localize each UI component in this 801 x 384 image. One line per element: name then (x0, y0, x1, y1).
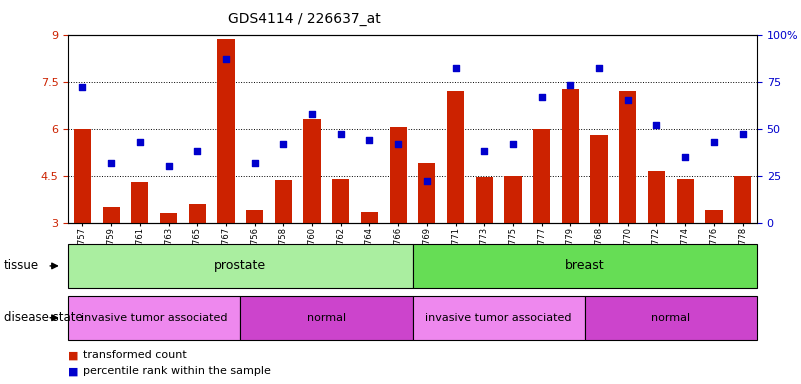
Point (105, 159, 118, 166)
Bar (275, 180, 292, 223)
Point (736, 131, 749, 137)
Text: normal: normal (307, 313, 346, 323)
Bar (505, 176, 521, 223)
Bar (332, 179, 349, 223)
Point (622, 98, 634, 104)
Point (650, 122, 663, 128)
Point (421, 178, 433, 184)
Bar (648, 171, 665, 223)
Bar (217, 39, 235, 223)
Text: ■: ■ (68, 366, 82, 376)
Text: tissue: tissue (4, 260, 39, 272)
Point (392, 141, 405, 147)
Bar (734, 176, 751, 223)
Bar (619, 91, 636, 223)
Text: prostate: prostate (214, 260, 267, 272)
Bar (476, 177, 493, 223)
Point (306, 111, 319, 117)
Bar (590, 135, 608, 223)
Point (564, 82, 577, 88)
Point (363, 137, 376, 143)
Bar (103, 207, 120, 223)
Point (248, 159, 261, 166)
Text: transformed count: transformed count (83, 350, 187, 360)
Point (478, 148, 491, 154)
Bar (677, 179, 694, 223)
Text: breast: breast (565, 260, 605, 272)
Bar (189, 204, 206, 223)
Bar (74, 129, 91, 223)
Text: normal: normal (651, 313, 690, 323)
Bar (246, 210, 264, 223)
Point (76, 84, 89, 90)
Text: percentile rank within the sample: percentile rank within the sample (83, 366, 271, 376)
Bar (705, 210, 723, 223)
Point (334, 131, 347, 137)
Point (506, 141, 519, 147)
Point (134, 139, 147, 145)
Text: disease state: disease state (4, 311, 83, 324)
Bar (562, 89, 579, 223)
Bar (360, 212, 378, 223)
Bar (389, 127, 407, 223)
Point (535, 94, 548, 100)
Text: invasive tumor associated: invasive tumor associated (81, 313, 227, 323)
Bar (447, 91, 464, 223)
Point (277, 141, 290, 147)
Point (707, 139, 720, 145)
Point (593, 65, 606, 71)
Point (162, 163, 175, 169)
Bar (160, 214, 177, 223)
Bar (131, 182, 148, 223)
Text: invasive tumor associated: invasive tumor associated (425, 313, 572, 323)
Bar (533, 129, 550, 223)
Point (219, 56, 232, 62)
Bar (418, 163, 436, 223)
Text: GDS4114 / 226637_at: GDS4114 / 226637_at (228, 12, 380, 25)
Point (678, 154, 691, 160)
Bar (304, 119, 320, 223)
Text: ■: ■ (68, 350, 82, 360)
Point (191, 148, 203, 154)
Point (449, 65, 462, 71)
